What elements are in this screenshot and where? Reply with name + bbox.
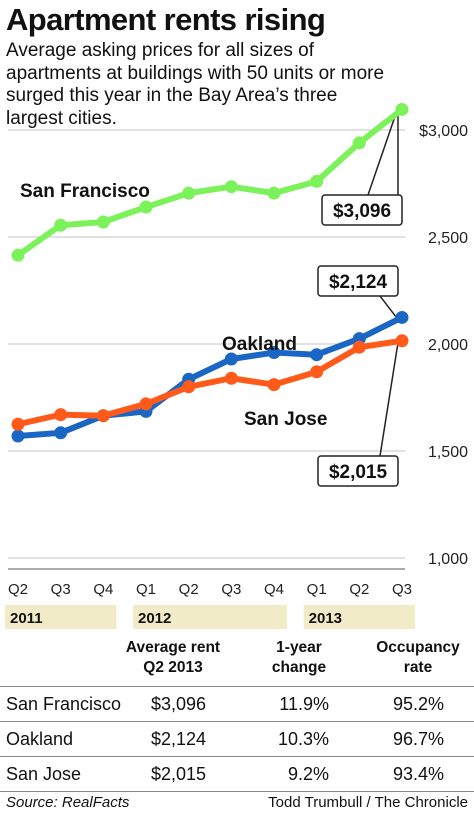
data-point: [96, 215, 110, 229]
year-band: [133, 605, 287, 629]
data-point: [267, 378, 281, 392]
credit-note: Todd Trumbull / The Chronicle: [268, 794, 468, 811]
x-tick-label: Q4: [264, 581, 284, 598]
column-header-average-rent: Average rent Q2 2013: [125, 639, 221, 676]
data-point: [395, 310, 409, 324]
callout-value: $2,124: [329, 272, 388, 293]
change-cell: 10.3%: [277, 729, 329, 749]
series-line: [15, 337, 405, 428]
data-point: [54, 218, 68, 232]
year-label: 2011: [10, 610, 43, 627]
rent-cell: $3,096: [150, 694, 206, 714]
city-cell: San Francisco: [6, 694, 122, 714]
data-point: [352, 136, 366, 150]
series-label: San Jose: [244, 409, 327, 430]
y-tick-label: 1,000: [428, 551, 468, 568]
chart-title: Apartment rents rising: [6, 2, 326, 37]
x-tick-label: Q4: [93, 581, 113, 598]
city-cell: San Jose: [6, 764, 82, 784]
x-tick-label: Q2: [179, 581, 199, 598]
chart-subtitle: Average asking prices for all sizes of a…: [6, 40, 385, 129]
data-point: [96, 409, 110, 423]
data-point: [139, 200, 153, 214]
data-point: [395, 334, 409, 348]
rent-cell: $2,124: [150, 729, 206, 749]
callout-leader-line: [379, 342, 399, 457]
callout-value: $2,015: [329, 462, 388, 483]
table-divider: [0, 721, 474, 722]
data-point: [11, 417, 25, 431]
y-tick-label: 2,500: [428, 230, 468, 247]
source-note: Source: RealFacts: [6, 794, 130, 811]
callout-value: $3,096: [333, 201, 391, 222]
x-tick-label: Q2: [349, 581, 369, 598]
year-band: [5, 605, 117, 629]
data-point: [11, 248, 25, 262]
y-tick-label: 2,000: [428, 337, 468, 354]
series-label: San Francisco: [20, 181, 150, 202]
callout-box: [317, 265, 399, 297]
data-point: [224, 180, 238, 194]
data-point: [310, 365, 324, 379]
year-label: 2013: [309, 610, 342, 627]
rent-cell: $2,015: [150, 764, 206, 784]
data-point: [395, 102, 409, 116]
year-label: 2012: [138, 610, 171, 627]
x-tick-label: Q2: [8, 581, 28, 598]
occupancy-cell: 95.2%: [392, 694, 444, 714]
callout-box: [321, 194, 403, 226]
callout-leader-line: [367, 113, 397, 196]
data-point: [224, 371, 238, 385]
data-point: [182, 186, 196, 200]
data-point: [352, 340, 366, 354]
callout-leader-line: [379, 295, 399, 320]
series-line: [15, 106, 405, 259]
data-point: [139, 397, 153, 411]
data-point: [54, 426, 68, 440]
y-tick-label: 1,500: [428, 444, 468, 461]
table-divider: [0, 791, 474, 792]
rent-line-chart: $3,000 2,500 2,000 1,500 1,000 Q2 Q3 Q4 Q1 Q2 Q3 Q4…: [5, 102, 468, 629]
table-divider: [0, 756, 474, 757]
occupancy-cell: 96.7%: [392, 729, 444, 749]
x-tick-label: Q1: [136, 581, 156, 598]
data-point: [267, 186, 281, 200]
data-point: [224, 352, 238, 366]
x-tick-label: Q3: [392, 581, 412, 598]
column-header-change: 1-year change: [271, 639, 327, 676]
series-label: Oakland: [222, 334, 297, 355]
data-point: [54, 408, 68, 422]
table-row: San Jose $2,015 9.2% 93.4%: [0, 757, 474, 791]
table-divider: [0, 686, 474, 687]
change-cell: 9.2%: [287, 764, 329, 784]
occupancy-cell: 93.4%: [392, 764, 444, 784]
data-point: [182, 380, 196, 394]
x-tick-label: Q1: [307, 581, 327, 598]
city-cell: Oakland: [6, 729, 74, 749]
callout-box: [317, 455, 399, 487]
data-point: [310, 174, 324, 188]
year-band: [303, 605, 415, 629]
data-point: [310, 348, 324, 362]
x-tick-label: Q3: [221, 581, 241, 598]
data-point: [11, 429, 25, 443]
table-row: Oakland $2,124 10.3% 96.7%: [0, 722, 474, 756]
data-point: [267, 346, 281, 360]
x-tick-label: Q3: [51, 581, 71, 598]
change-cell: 11.9%: [279, 694, 329, 714]
series-line: [15, 314, 405, 440]
column-header-occupancy: Occupancy rate: [376, 639, 460, 676]
y-tick-label: $3,000: [419, 123, 468, 140]
table-row: San Francisco $3,096 11.9% 95.2%: [0, 687, 474, 721]
